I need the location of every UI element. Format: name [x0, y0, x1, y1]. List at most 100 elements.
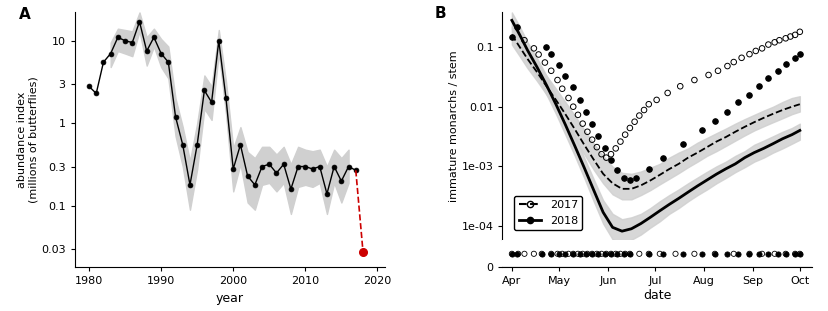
Point — [642, 251, 655, 256]
Point — [649, 97, 662, 102]
Point — [570, 112, 584, 117]
Point — [673, 84, 686, 89]
Point — [599, 251, 612, 256]
Point — [616, 251, 629, 256]
Point — [751, 84, 764, 89]
Point — [572, 97, 585, 102]
Point — [720, 251, 733, 256]
Point — [767, 40, 780, 45]
Point — [590, 251, 603, 256]
Point — [787, 56, 801, 61]
Point — [566, 251, 579, 256]
Point — [537, 60, 551, 65]
Point — [609, 251, 622, 256]
Point — [742, 251, 755, 256]
Point — [599, 155, 612, 160]
Point — [509, 24, 522, 29]
Point — [787, 251, 801, 256]
Point — [792, 251, 806, 256]
Point — [720, 109, 733, 114]
Point — [710, 68, 724, 73]
Point — [754, 251, 768, 256]
Point — [532, 52, 545, 57]
Point — [707, 251, 720, 256]
Text: A: A — [19, 7, 31, 22]
Point — [597, 251, 610, 256]
Point — [761, 251, 774, 256]
Point — [604, 157, 617, 162]
Point — [544, 52, 557, 57]
Point — [734, 55, 748, 60]
Point — [761, 42, 774, 47]
Point — [787, 251, 801, 256]
Point — [518, 251, 531, 256]
Point — [731, 100, 744, 104]
Point — [604, 251, 617, 256]
Point — [618, 132, 631, 137]
Point — [778, 251, 792, 256]
Point — [595, 251, 608, 256]
Point — [642, 167, 655, 172]
Point — [613, 251, 626, 256]
Point — [590, 145, 603, 150]
Point — [656, 155, 669, 160]
Point — [544, 251, 557, 256]
Point — [632, 113, 645, 118]
Point — [544, 251, 557, 256]
X-axis label: year: year — [215, 292, 243, 305]
Point — [613, 139, 626, 144]
Point — [687, 77, 700, 82]
Point — [778, 36, 792, 41]
Point — [535, 251, 548, 256]
Point — [504, 251, 518, 256]
Point — [558, 251, 571, 256]
Point — [676, 141, 689, 146]
Point — [509, 251, 522, 256]
Point — [585, 137, 598, 142]
Point — [580, 129, 594, 134]
Point — [623, 125, 636, 130]
Point — [770, 251, 783, 256]
Point — [604, 152, 617, 157]
Point — [754, 46, 768, 51]
Point — [566, 85, 579, 90]
Point — [575, 121, 589, 126]
Point — [550, 251, 563, 256]
Point — [504, 251, 518, 256]
Text: B: B — [434, 6, 445, 21]
Point — [668, 251, 681, 256]
Point — [749, 49, 762, 53]
Point — [770, 68, 783, 73]
Point — [585, 251, 598, 256]
Point — [707, 118, 720, 123]
Point — [652, 251, 666, 256]
Point — [618, 251, 631, 256]
Point — [585, 121, 598, 126]
Point — [707, 251, 720, 256]
Point — [751, 251, 764, 256]
Point — [637, 108, 650, 113]
Point — [695, 128, 708, 133]
Point — [701, 72, 715, 77]
Point — [539, 44, 552, 49]
Point — [579, 109, 592, 114]
Legend: 2017, 2018: 2017, 2018 — [513, 196, 582, 230]
Point — [609, 146, 622, 151]
Point — [610, 167, 623, 172]
Point — [555, 86, 568, 91]
Point — [742, 92, 755, 97]
Point — [597, 146, 610, 151]
Point — [782, 34, 796, 39]
Point — [511, 251, 524, 256]
Point — [761, 76, 774, 81]
Point — [572, 251, 585, 256]
Point — [550, 77, 563, 82]
Point — [518, 38, 531, 43]
Point — [695, 251, 708, 256]
Point — [726, 251, 739, 256]
Point — [628, 176, 642, 181]
Point — [792, 52, 806, 57]
Point — [642, 102, 655, 107]
Point — [792, 29, 806, 34]
Y-axis label: immature monarchs / stem: immature monarchs / stem — [448, 50, 458, 202]
